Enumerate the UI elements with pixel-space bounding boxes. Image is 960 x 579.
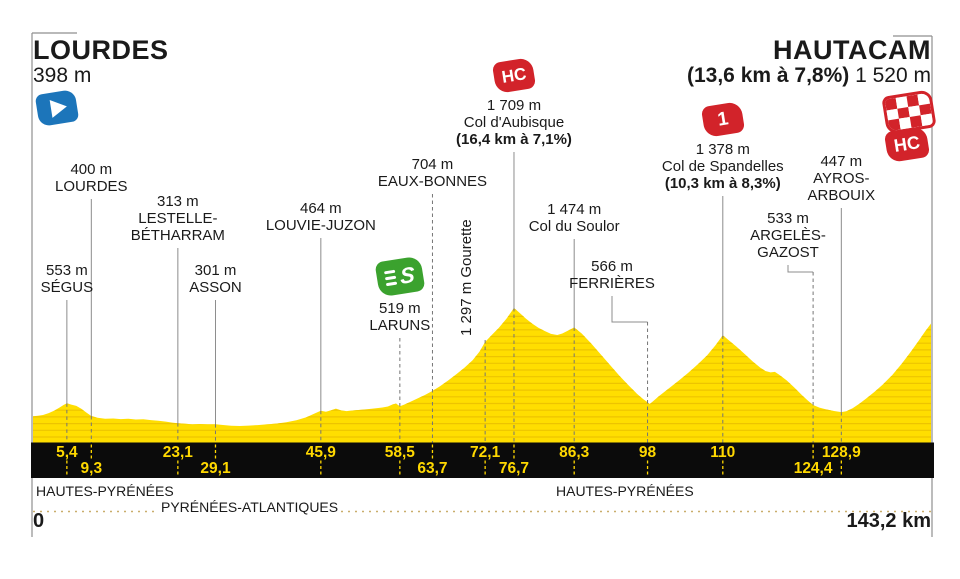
finish-elevation: 1 520 m [855, 64, 931, 87]
waypoint-label: 1 709 m Col d'Aubisque (16,4 km à 7,1%) [456, 97, 572, 148]
sprint-speed-lines-icon [384, 275, 397, 281]
waypoint-label-line: 533 m [767, 210, 809, 227]
department-label-pyrenees-atlantiques: PYRÉNÉES-ATLANTIQUES [158, 500, 342, 515]
waypoint-label-line: 704 m [411, 156, 454, 173]
waypoint-label-line: 301 m [194, 262, 237, 279]
waypoint-label-line: 1 474 m [547, 201, 602, 218]
finish-hc-badge-label: HC [892, 132, 922, 156]
km-end-label: 143,2 km [846, 510, 931, 532]
waypoint-label: 704 m EAUX-BONNES [378, 156, 487, 190]
finish-subtitle: (13,6 km à 7,8%) 1 520 m [687, 64, 931, 88]
waypoint-label-line: LOUVIE-JUZON [265, 217, 376, 234]
band-km-marker: 110 [710, 444, 736, 461]
band-km-marker: 5,4 [56, 444, 78, 461]
waypoint-label: 464 m LOUVIE-JUZON [266, 200, 376, 234]
elevation-area [33, 308, 931, 443]
waypoint-label: 400 m LOURDES [55, 161, 128, 195]
waypoint-label-line: AYROS- [813, 170, 870, 187]
band-km-marker: 23,1 [162, 444, 193, 461]
distance-band [31, 442, 934, 478]
band-km-marker: 63,7 [417, 459, 448, 477]
waypoint-label-line: LESTELLE- [138, 210, 218, 227]
waypoint-label-line: SÉGUS [40, 279, 94, 296]
waypoint-label-line: 1 709 m [486, 97, 542, 114]
waypoint-label-line: 519 m [378, 300, 421, 317]
waypoint-label: 447 m AYROS- ARBOUIX [808, 153, 876, 204]
band-km-marker: 76,7 [498, 459, 530, 477]
waypoint-label-line: ARBOUIX [807, 187, 876, 204]
start-flag-icon [34, 89, 80, 127]
waypoint-label-line: EAUX-BONNES [377, 173, 488, 190]
band-km-marker: 29,1 [200, 459, 231, 477]
waypoint-label-line: FERRIÈRES [569, 275, 655, 292]
waypoint-label-line: LOURDES [55, 178, 128, 195]
waypoint-label-line: 566 m [591, 258, 633, 275]
waypoint-label-line: (16,4 km à 7,1%) [456, 131, 572, 148]
band-km-marker: 9,3 [80, 459, 103, 477]
waypoint-label-line: ARGELÈS- [750, 227, 826, 244]
waypoint-label-line: Col de Spandelles [661, 158, 784, 175]
band-km-marker: 86,3 [559, 444, 590, 461]
waypoint-label-line: Col d'Aubisque [463, 114, 565, 131]
waypoint-label-line: 1 378 m [695, 141, 750, 158]
finish-header: HAUTACAM (13,6 km à 7,8%) 1 520 m [687, 36, 931, 88]
department-label-hautes-pyrenees-1: HAUTES-PYRÉNÉES [33, 484, 177, 499]
band-km-marker: 98 [638, 444, 657, 461]
waypoint-label-line: Col du Soulor [528, 218, 620, 235]
climb-badge-label: 1 [715, 107, 730, 131]
waypoint-guide-lines [66, 152, 842, 443]
department-label-hautes-pyrenees-2: HAUTES-PYRÉNÉES [553, 484, 697, 499]
waypoint-label-line: 464 m [299, 200, 342, 217]
band-km-marker: 124,4 [793, 459, 833, 477]
waypoint-label: 313 m LESTELLE- BÉTHARRAM [131, 193, 225, 244]
waypoint-label-line: GAZOST [757, 244, 819, 261]
waypoint-label-line: 313 m [156, 193, 199, 210]
checker-cell [920, 113, 934, 127]
waypoint-label-vertical: 1 297 m Gourette [458, 219, 476, 336]
start-elevation: 398 m [33, 64, 92, 87]
km-start-label: 0 [33, 510, 45, 532]
waypoint-label-line: ASSON [189, 279, 242, 296]
start-header: LOURDES 398 m [33, 36, 169, 88]
waypoint-label-line: (10,3 km à 8,3%) [664, 175, 781, 192]
waypoint-label: 519 m LARUNS [369, 300, 430, 334]
waypoint-label-line: 400 m [70, 161, 113, 178]
badge-hc-icon: HC [491, 57, 537, 94]
waypoint-label: 533 m ARGELÈS- GAZOST [750, 210, 826, 261]
sprint-badge-label: S [399, 261, 416, 289]
band-km-marker: 58,5 [384, 444, 415, 461]
waypoint-label-line: 553 m [46, 262, 88, 279]
band-km-marker: 128,9 [821, 444, 861, 461]
waypoint-label: 553 m SÉGUS [41, 262, 94, 296]
finish-city-title: HAUTACAM [773, 35, 931, 65]
finish-climb-gradient: (13,6 km à 7,8%) [687, 64, 850, 87]
band-km-marker: 45,9 [305, 444, 336, 461]
distance-band-ticks [66, 444, 842, 476]
waypoint-label: 301 m ASSON [189, 262, 242, 296]
waypoint-label: 566 m FERRIÈRES [569, 258, 655, 292]
waypoint-label-line: BÉTHARRAM [130, 227, 225, 244]
climb-badge-label: HC [500, 63, 528, 87]
badge-cat1-icon: 1 [700, 101, 745, 138]
start-city-title: LOURDES [33, 35, 169, 65]
waypoint-label-line: LARUNS [369, 317, 431, 334]
start-flag-triangle-icon [49, 97, 69, 118]
band-km-marker: 72,1 [470, 444, 501, 461]
waypoint-label: 1 474 m Col du Soulor [529, 201, 620, 235]
waypoint-label: 1 378 m Col de Spandelles (10,3 km à 8,3%) [662, 141, 784, 192]
finish-hc-badge-icon: HC [883, 125, 931, 164]
waypoint-label-line: 447 m [820, 153, 863, 170]
badge-sprint-icon: S [374, 255, 426, 298]
